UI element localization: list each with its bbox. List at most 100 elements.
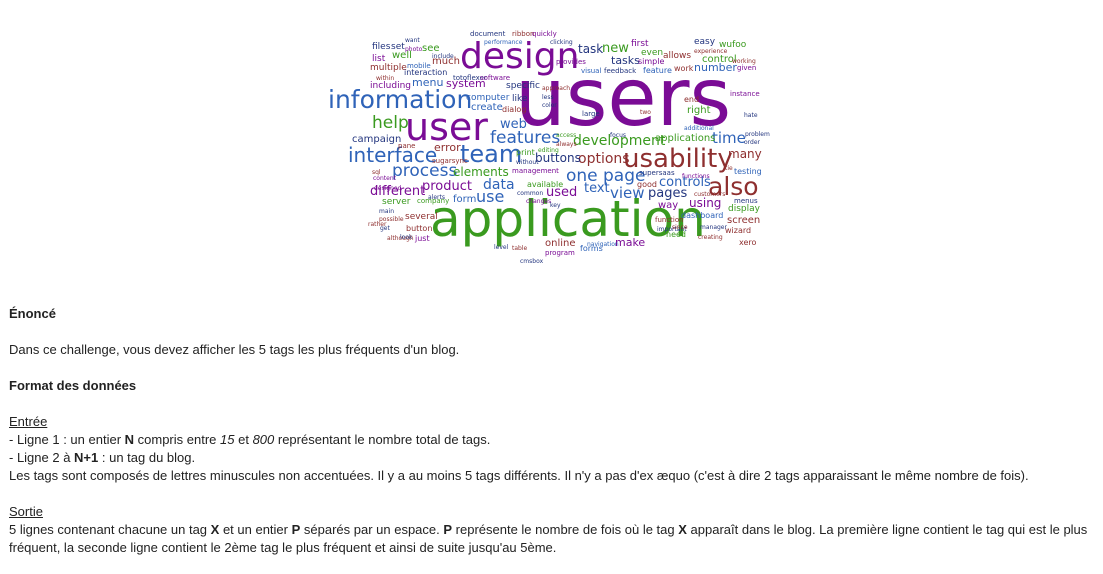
statement-heading: Énoncé: [9, 306, 56, 321]
cloud-word: development: [573, 133, 666, 149]
cloud-word: visual: [581, 67, 601, 75]
cloud-word: files: [372, 42, 391, 52]
cloud-word: allows: [663, 51, 691, 61]
cloud-word: different: [370, 184, 425, 199]
cloud-word: include: [432, 53, 454, 60]
cloud-word: user: [405, 105, 488, 149]
cloud-word: error: [434, 141, 461, 154]
cloud-word: without: [516, 159, 539, 166]
statement-text: Dans ce challenge, vous devez afficher l…: [9, 342, 460, 357]
cloud-word: including: [370, 81, 411, 91]
cloud-word: access: [556, 132, 576, 139]
cloud-word: system: [446, 77, 486, 90]
cloud-word: product: [422, 179, 472, 194]
cloud-word: information: [328, 85, 472, 114]
cloud-word: content: [373, 175, 397, 182]
cloud-word: xero: [739, 238, 757, 247]
cloud-word: get: [380, 225, 391, 232]
cloud-word: use: [476, 187, 504, 206]
cloud-word: list: [372, 54, 386, 64]
cloud-word: key: [550, 202, 561, 209]
cloud-word: used: [546, 185, 577, 200]
cloud-word: users: [515, 51, 731, 144]
cloud-word: main: [379, 208, 394, 215]
cloud-word: also: [708, 172, 759, 201]
cloud-word: first: [631, 39, 649, 49]
cloud-word: available: [527, 180, 563, 189]
cloud-word: simple: [638, 57, 664, 66]
cloud-word: possible: [379, 216, 404, 223]
cloud-word: rather: [368, 221, 387, 228]
cloud-word: need: [666, 230, 686, 239]
cloud-word: help: [372, 113, 409, 133]
cloud-word: ribbon: [512, 30, 534, 38]
cloud-word: common: [517, 190, 543, 197]
cloud-word: quickly: [532, 30, 557, 38]
cloud-word: screen: [727, 215, 760, 226]
challenge-content: Énoncé Dans ce challenge, vous devez aff…: [9, 305, 1094, 557]
cloud-word: color: [542, 102, 557, 109]
cloud-word: dashboard: [681, 211, 723, 220]
input-title: Entrée: [9, 414, 48, 429]
cloud-word: page: [603, 166, 645, 186]
cloud-word: creating: [698, 234, 723, 241]
cloud-word: hate: [744, 112, 758, 119]
cloud-word: menus: [734, 197, 758, 205]
cloud-word: sql: [372, 169, 381, 176]
cloud-word: customers: [694, 191, 725, 198]
cloud-word: given: [737, 64, 756, 72]
cloud-word: good: [637, 180, 657, 189]
cloud-word: data: [483, 177, 515, 193]
cloud-word: controls: [659, 175, 711, 190]
cloud-word: several: [405, 212, 438, 222]
cloud-word: want: [405, 37, 420, 44]
cloud-word: wufoo: [719, 40, 747, 50]
cloud-word: new: [602, 41, 629, 56]
cloud-word: buttons: [535, 151, 581, 165]
cloud-word: pane: [398, 142, 415, 150]
cloud-word: wizard: [725, 226, 751, 235]
cloud-word: options: [578, 151, 630, 167]
cloud-word: interaction: [404, 68, 447, 77]
cloud-word: make: [615, 236, 645, 249]
cloud-word: functions: [682, 173, 710, 180]
cloud-word: totoflexer: [453, 74, 487, 82]
cloud-word: control: [702, 54, 737, 65]
cloud-word: always: [556, 141, 577, 148]
cloud-word: pages: [648, 186, 687, 201]
word-cloud-image: users application design user usability infor…: [0, 0, 1103, 280]
cloud-word: focus: [610, 132, 626, 139]
cloud-word: using: [689, 196, 721, 210]
cloud-word: much: [432, 56, 460, 67]
cloud-word: set: [391, 42, 405, 52]
cloud-word: performance: [484, 39, 523, 46]
cloud-word: look: [400, 234, 413, 241]
cloud-word: tasks: [611, 54, 640, 67]
cloud-word: like: [512, 94, 528, 104]
cloud-word: even: [641, 48, 663, 58]
cloud-word: alerts: [428, 194, 445, 201]
cloud-word: although: [387, 235, 414, 242]
cloud-word: applications: [655, 133, 715, 144]
cloud-word: feedback: [604, 67, 637, 75]
cloud-word: specific: [506, 81, 540, 91]
cloud-word: level: [494, 244, 509, 251]
cloud-word: button: [406, 224, 432, 233]
cloud-word: server: [382, 197, 411, 207]
input-line-2: - Ligne 2 à N+1 : un tag du blog.: [9, 450, 196, 465]
cloud-word: within: [376, 75, 394, 82]
cloud-word: mobile: [407, 62, 431, 70]
cloud-word: process: [392, 161, 457, 181]
cloud-word: two: [640, 109, 651, 116]
cloud-word: work: [674, 64, 694, 73]
cloud-word: provides: [556, 58, 586, 66]
cloud-word: company: [417, 197, 449, 205]
cloud-word: software: [480, 74, 510, 82]
cloud-word: document: [470, 30, 506, 38]
cloud-word: important: [657, 226, 687, 233]
cloud-word: changes: [526, 198, 551, 205]
cloud-word: many: [728, 147, 762, 161]
cloud-word: order: [744, 139, 761, 146]
cloud-word: tie: [725, 165, 733, 172]
cloud-word: just: [414, 234, 430, 243]
